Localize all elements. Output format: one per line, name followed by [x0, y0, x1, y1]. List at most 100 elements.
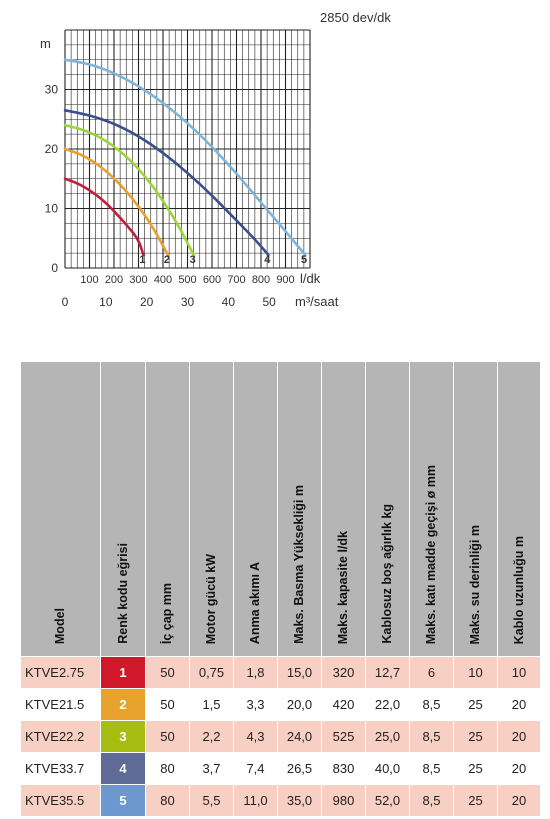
x-axis-label-secondary: m³/saat [295, 294, 339, 309]
cell-inner-diameter: 50 [145, 720, 190, 753]
cell-inner-diameter: 50 [145, 688, 190, 721]
cell-max-head: 35,0 [277, 784, 322, 817]
table-row: KTVE21.5 2 50 1,5 3,3 20,0 420 22,0 8,5 25 20 [20, 688, 541, 721]
x-tick-label-secondary: 40 [222, 295, 236, 309]
curve-label-4: 4 [264, 254, 271, 266]
table-row: KTVE33.7 4 80 3,7 7,4 26,5 830 40,0 8,5 25 20 [20, 752, 541, 785]
x-tick-label-primary: 700 [227, 274, 245, 286]
cell-weight: 22,0 [365, 688, 410, 721]
header-max-capacity: Maks. kapasite l/dk [321, 361, 366, 657]
cell-water-depth: 25 [453, 752, 498, 785]
cell-max-capacity: 320 [321, 656, 366, 689]
header-weight: Kablosuz boş ağırlık kg [365, 361, 410, 657]
x-tick-label-primary: 200 [105, 274, 123, 286]
x-tick-label-secondary: 10 [99, 295, 113, 309]
x-tick-label-primary: 100 [80, 274, 98, 286]
y-tick-label: 10 [45, 202, 59, 216]
cell-model: KTVE22.2 [20, 720, 101, 753]
x-tick-label-secondary: 30 [181, 295, 195, 309]
cell-water-depth: 10 [453, 656, 498, 689]
header-inner-diameter: İç çap mm [145, 361, 190, 657]
cell-max-head: 20,0 [277, 688, 322, 721]
header-model: Model [20, 361, 101, 657]
curve-5 [63, 58, 307, 257]
cell-solid-passage: 6 [409, 656, 454, 689]
x-tick-label-secondary: 20 [140, 295, 154, 309]
cell-max-capacity: 830 [321, 752, 366, 785]
x-tick-label-secondary: 0 [62, 295, 69, 309]
x-tick-label-primary: 800 [252, 274, 270, 286]
x-tick-label-primary: 300 [129, 274, 147, 286]
x-tick-label-secondary: 50 [262, 295, 276, 309]
curve-3 [63, 123, 195, 257]
cell-water-depth: 25 [453, 688, 498, 721]
chart-curves: 1 2 3 4 5 [63, 58, 307, 266]
cell-motor-power: 5,5 [189, 784, 234, 817]
cell-weight: 52,0 [365, 784, 410, 817]
cell-max-head: 15,0 [277, 656, 322, 689]
y-tick-label: 20 [45, 142, 59, 156]
cell-rated-current: 3,3 [233, 688, 278, 721]
cell-rated-current: 1,8 [233, 656, 278, 689]
cell-inner-diameter: 80 [145, 752, 190, 785]
cell-motor-power: 1,5 [189, 688, 234, 721]
chart-ticks: 0 10 20 30 100 200 300 400 500 600 700 800 900 0 10 20 3… [45, 83, 295, 310]
table-row: KTVE2.75 1 50 0,75 1,8 15,0 320 12,7 6 10 10 [20, 656, 541, 689]
pump-spec-table-wrapper: Model Renk kodu eğrisi İç çap mm Motor g… [20, 361, 541, 817]
chart-grid [64, 29, 311, 269]
cell-weight: 25,0 [365, 720, 410, 753]
table-row: KTVE35.5 5 80 5,5 11,0 35,0 980 52,0 8,5 25 20 [20, 784, 541, 817]
x-tick-label-primary: 500 [178, 274, 196, 286]
header-max-head: Maks. Basma Yüksekliği m [277, 361, 322, 657]
cell-inner-diameter: 50 [145, 656, 190, 689]
cell-water-depth: 25 [453, 784, 498, 817]
header-rated-current: Anma akımı A [233, 361, 278, 657]
cell-weight: 40,0 [365, 752, 410, 785]
curve-1 [63, 177, 145, 257]
cell-cable-length: 20 [497, 688, 541, 721]
cell-rated-current: 7,4 [233, 752, 278, 785]
chart-title: 2850 dev/dk [320, 10, 391, 25]
header-color-code: Renk kodu eğrisi [100, 361, 146, 657]
curve-label-1: 1 [139, 254, 145, 266]
x-axis-label-primary: l/dk [300, 271, 321, 286]
cell-color-code: 2 [100, 688, 146, 721]
x-tick-label-primary: 900 [276, 274, 294, 286]
cell-weight: 12,7 [365, 656, 410, 689]
header-water-depth: Maks. su derinliği m [453, 361, 498, 657]
cell-motor-power: 2,2 [189, 720, 234, 753]
curve-label-3: 3 [190, 254, 196, 266]
cell-model: KTVE33.7 [20, 752, 101, 785]
cell-solid-passage: 8,5 [409, 688, 454, 721]
curve-2 [63, 147, 170, 257]
header-solid-passage: Maks. katı madde geçişi ø mm [409, 361, 454, 657]
cell-max-head: 26,5 [277, 752, 322, 785]
cell-cable-length: 20 [497, 720, 541, 753]
cell-motor-power: 0,75 [189, 656, 234, 689]
cell-color-code: 3 [100, 720, 146, 753]
cell-cable-length: 10 [497, 656, 541, 689]
cell-water-depth: 25 [453, 720, 498, 753]
curve-label-2: 2 [164, 254, 170, 266]
curve-label-5: 5 [301, 254, 307, 266]
header-motor-power: Motor gücü kW [189, 361, 234, 657]
table-header-row: Model Renk kodu eğrisi İç çap mm Motor g… [20, 361, 541, 657]
cell-color-code: 4 [100, 752, 146, 785]
cell-solid-passage: 8,5 [409, 752, 454, 785]
cell-rated-current: 4,3 [233, 720, 278, 753]
cell-inner-diameter: 80 [145, 784, 190, 817]
cell-max-head: 24,0 [277, 720, 322, 753]
header-cable-length: Kablo uzunluğu m [497, 361, 541, 657]
y-tick-label: 0 [51, 261, 58, 275]
cell-solid-passage: 8,5 [409, 784, 454, 817]
cell-color-code: 1 [100, 656, 146, 689]
cell-motor-power: 3,7 [189, 752, 234, 785]
cell-model: KTVE2.75 [20, 656, 101, 689]
cell-model: KTVE21.5 [20, 688, 101, 721]
y-tick-label: 30 [45, 83, 59, 97]
pump-spec-table: Model Renk kodu eğrisi İç çap mm Motor g… [20, 361, 541, 817]
curve-4 [63, 109, 270, 257]
cell-color-code: 5 [100, 784, 146, 817]
cell-solid-passage: 8,5 [409, 720, 454, 753]
